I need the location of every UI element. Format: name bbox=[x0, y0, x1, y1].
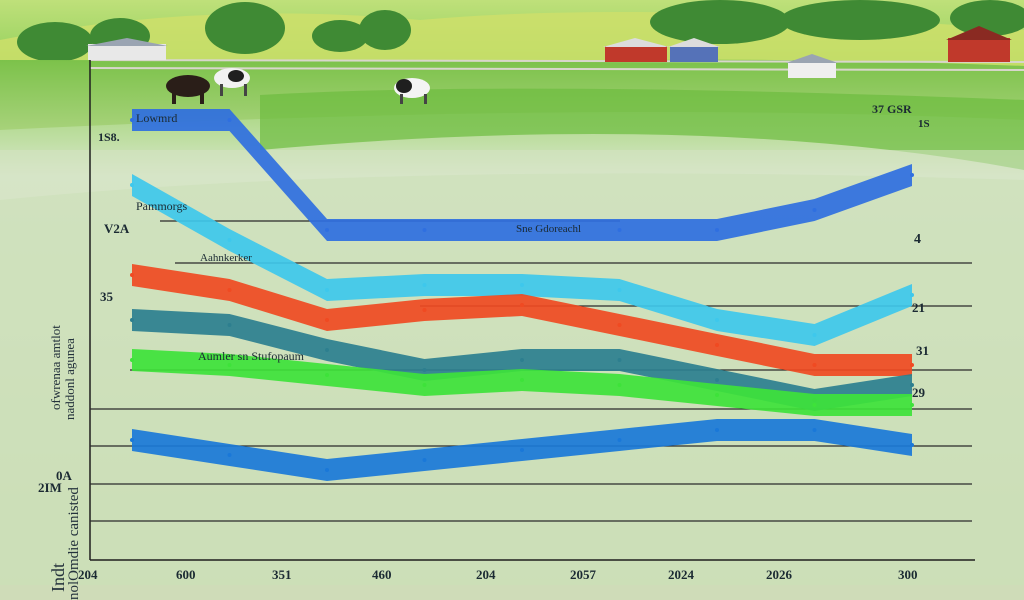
series-6-point bbox=[520, 448, 524, 452]
series-layer bbox=[130, 109, 914, 481]
series-6-point bbox=[325, 468, 329, 472]
series-5-point bbox=[422, 383, 427, 387]
series-2-point bbox=[422, 283, 427, 287]
series-4-point bbox=[910, 383, 914, 387]
series-3-point bbox=[520, 303, 524, 307]
series-2-point bbox=[910, 293, 914, 297]
annotation-label: Pammorgs bbox=[136, 199, 188, 213]
annotation-label: Aumler sn Stufopaum bbox=[198, 349, 304, 363]
series-5-point bbox=[715, 393, 719, 397]
series-4-point bbox=[325, 348, 329, 352]
series-1-point bbox=[422, 228, 427, 232]
cow-group bbox=[166, 68, 430, 104]
x-tick-label: 300 bbox=[898, 567, 918, 582]
series-5-point bbox=[910, 403, 914, 407]
series-6-point bbox=[422, 458, 427, 462]
series-6-point bbox=[227, 453, 232, 457]
series-2-point bbox=[715, 318, 719, 322]
series-1-point bbox=[715, 228, 719, 232]
x-tick-label: 204 bbox=[476, 567, 496, 582]
y-axis-label-line: naddonl agunea bbox=[62, 338, 77, 420]
series-1-point bbox=[227, 118, 232, 122]
annotation-label: Lowmrd bbox=[136, 111, 178, 125]
series-3-point bbox=[715, 343, 719, 347]
series-6-point bbox=[812, 428, 817, 432]
series-5-line bbox=[132, 349, 912, 416]
series-3-point bbox=[227, 288, 232, 292]
fence bbox=[89, 59, 1024, 71]
y-tick-label: 35 bbox=[100, 289, 113, 304]
series-2-line bbox=[132, 174, 912, 346]
barn-small bbox=[786, 54, 838, 78]
series-6-point bbox=[617, 438, 622, 442]
annotation-label: Sne Gdoreachl bbox=[516, 223, 582, 235]
x-tick-label: 460 bbox=[372, 567, 392, 582]
series-2-point bbox=[617, 288, 622, 292]
series-4-point bbox=[617, 358, 622, 362]
x-tick-label: 2024 bbox=[668, 567, 694, 582]
y-tick-label: 0A bbox=[56, 468, 72, 483]
series-2-point bbox=[520, 283, 524, 287]
end-value-label: 29 bbox=[912, 385, 925, 400]
chart-scene bbox=[0, 0, 1024, 585]
series-3-point bbox=[910, 363, 914, 367]
series-2-point bbox=[130, 183, 134, 187]
barn-center bbox=[603, 38, 720, 62]
y-tick-label: 2IM bbox=[38, 480, 62, 495]
end-value-label: 37 GSR bbox=[872, 102, 912, 116]
x-tick-label: 600 bbox=[176, 567, 196, 582]
series-5-point bbox=[617, 383, 622, 387]
series-4-point bbox=[422, 368, 427, 372]
series-2-point bbox=[812, 333, 817, 337]
end-value-label: 31 bbox=[916, 343, 929, 358]
series-1-point bbox=[617, 228, 622, 232]
y-tick-label: V2A bbox=[104, 221, 130, 236]
series-4-point bbox=[130, 318, 134, 322]
y-tick-label: 1S8. bbox=[98, 130, 120, 144]
series-4-point bbox=[227, 323, 232, 327]
series-5-point bbox=[812, 403, 817, 407]
series-3-point bbox=[325, 318, 329, 322]
series-3-point bbox=[422, 308, 427, 312]
series-6-point bbox=[910, 443, 914, 447]
end-value-label: 21 bbox=[912, 300, 925, 315]
tree-line bbox=[17, 0, 1024, 62]
series-3-point bbox=[617, 323, 622, 327]
barn-right bbox=[946, 26, 1012, 62]
x-tick-label: 2026 bbox=[766, 567, 792, 582]
series-5-point bbox=[227, 363, 232, 367]
series-3-point bbox=[812, 363, 817, 367]
annotation-label: Aahnkerker bbox=[200, 252, 252, 264]
series-4-point bbox=[520, 358, 524, 362]
x-tick-label: 2057 bbox=[570, 567, 596, 582]
barn-left bbox=[86, 38, 168, 60]
series-3-line bbox=[132, 264, 912, 376]
series-1-point bbox=[520, 228, 524, 232]
series-1-point bbox=[130, 118, 134, 122]
series-1-point bbox=[325, 228, 329, 232]
series-6-point bbox=[130, 438, 134, 442]
series-2-point bbox=[227, 238, 232, 242]
series-1-point bbox=[812, 208, 817, 212]
series-2-point bbox=[325, 288, 329, 292]
series-4-point bbox=[715, 378, 719, 382]
x-tick-label: 351 bbox=[272, 567, 292, 582]
series-1-line bbox=[132, 109, 912, 241]
x-tick-label: 204 bbox=[78, 567, 98, 582]
series-3-point bbox=[130, 273, 134, 277]
end-value-label: 4 bbox=[914, 232, 921, 247]
series-5-point bbox=[130, 358, 134, 362]
y-axis-label: Indt nolOmdie canisted ofwrenaa amtlot n… bbox=[6, 200, 82, 600]
series-1-point bbox=[910, 173, 914, 177]
series-6-point bbox=[715, 428, 719, 432]
y-axis-label-line: nolOmdie canisted bbox=[66, 487, 82, 600]
series-5-point bbox=[520, 378, 524, 382]
series-5-point bbox=[325, 373, 329, 377]
end-value-label: 1S bbox=[918, 118, 930, 130]
